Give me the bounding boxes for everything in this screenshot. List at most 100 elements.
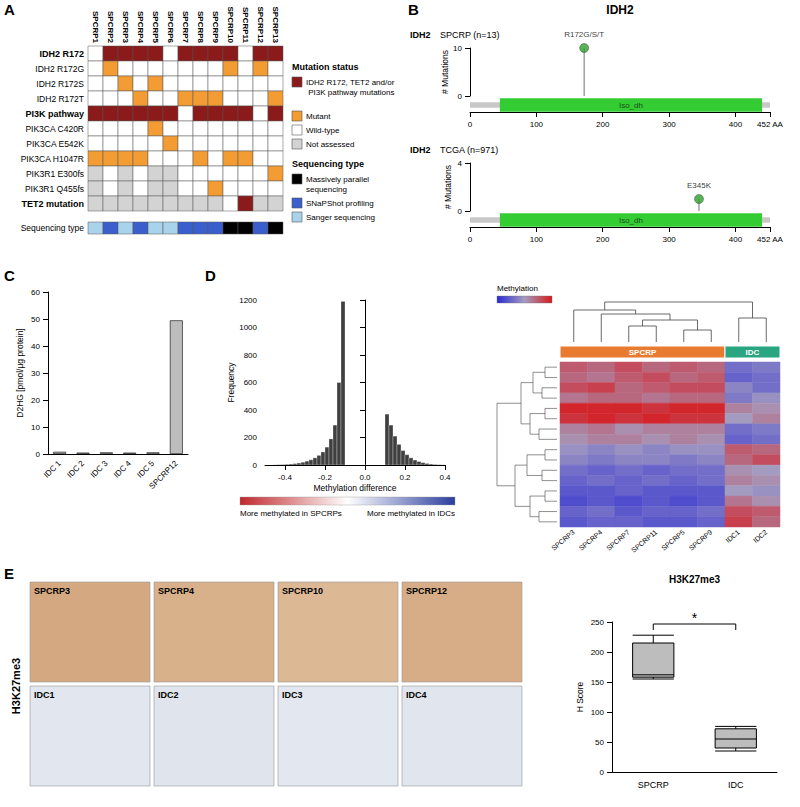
- svg-text:IDC 4: IDC 4: [112, 458, 133, 479]
- svg-text:200: 200: [596, 235, 610, 244]
- svg-text:SPCRP11: SPCRP11: [630, 528, 659, 554]
- svg-text:IDC: IDC: [746, 348, 760, 357]
- svg-text:PI3K pathway mutations: PI3K pathway mutations: [306, 88, 395, 97]
- svg-text:1000: 1000: [239, 323, 257, 332]
- svg-text:100: 100: [530, 120, 544, 129]
- svg-text:SPCRP (n=13): SPCRP (n=13): [440, 30, 500, 40]
- svg-text:SPCRP7: SPCRP7: [605, 528, 631, 551]
- svg-text:50: 50: [595, 738, 604, 747]
- svg-text:-0.4: -0.4: [278, 473, 292, 482]
- svg-text:SPCRP6: SPCRP6: [166, 11, 175, 44]
- svg-text:SPCRP3: SPCRP3: [121, 11, 130, 44]
- svg-text:Massively parallel: Massively parallel: [306, 175, 371, 184]
- svg-text:Methylation: Methylation: [497, 284, 538, 293]
- svg-text:0: 0: [468, 235, 473, 244]
- svg-text:Not assessed: Not assessed: [306, 140, 354, 149]
- svg-text:Sequencing type: Sequencing type: [292, 159, 364, 169]
- svg-text:SPCRP: SPCRP: [629, 348, 657, 357]
- svg-text:0.4: 0.4: [439, 473, 451, 482]
- svg-text:SPCRP1: SPCRP1: [91, 11, 100, 44]
- svg-text:SPCRP4: SPCRP4: [136, 11, 145, 44]
- svg-text:SNaPShot profiling: SNaPShot profiling: [306, 199, 374, 208]
- svg-text:H Score: H Score: [575, 681, 585, 712]
- svg-text:PIK3CA H1047R: PIK3CA H1047R: [21, 154, 84, 164]
- svg-text:Mutant: Mutant: [306, 112, 331, 121]
- svg-text:10: 10: [31, 423, 40, 432]
- svg-text:SPCRP3: SPCRP3: [550, 528, 576, 551]
- svg-text:IDH2 R172T: IDH2 R172T: [37, 94, 84, 104]
- svg-text:SPCRP7: SPCRP7: [181, 11, 190, 44]
- svg-text:H3K27me3: H3K27me3: [10, 658, 22, 714]
- svg-text:-0.2: -0.2: [318, 473, 332, 482]
- svg-text:SPCRP4: SPCRP4: [158, 586, 194, 596]
- svg-text:SPCRP10: SPCRP10: [282, 586, 323, 596]
- svg-text:TET2 mutation: TET2 mutation: [22, 199, 85, 209]
- svg-text:R172G/S/T: R172G/S/T: [564, 30, 604, 39]
- svg-text:sequencing: sequencing: [306, 185, 347, 194]
- svg-text:C: C: [4, 267, 15, 284]
- svg-text:E: E: [4, 565, 14, 582]
- svg-text:A: A: [4, 1, 15, 18]
- svg-text:D: D: [205, 267, 216, 284]
- svg-text:150: 150: [591, 678, 605, 687]
- svg-text:100: 100: [530, 235, 544, 244]
- svg-text:40: 40: [31, 342, 40, 351]
- svg-text:B: B: [408, 1, 419, 18]
- svg-text:IDC 3: IDC 3: [89, 458, 110, 479]
- svg-text:SPCRP12: SPCRP12: [256, 7, 265, 44]
- svg-text:IDH2 R172: IDH2 R172: [39, 49, 84, 59]
- svg-text:0: 0: [458, 92, 463, 101]
- svg-text:250: 250: [591, 618, 605, 627]
- svg-text:0: 0: [600, 768, 605, 777]
- svg-text:60: 60: [31, 288, 40, 297]
- svg-text:IDH2: IDH2: [410, 30, 431, 40]
- svg-text:SPCRP9: SPCRP9: [211, 11, 220, 44]
- svg-text:200: 200: [244, 433, 258, 442]
- svg-text:600: 600: [244, 378, 258, 387]
- svg-text:SPCRP9: SPCRP9: [688, 528, 714, 551]
- svg-text:IDH2 R172S: IDH2 R172S: [36, 79, 84, 89]
- svg-text:E345K: E345K: [687, 181, 712, 190]
- svg-text:1200: 1200: [239, 296, 257, 305]
- svg-text:400: 400: [244, 406, 258, 415]
- svg-text:50: 50: [31, 315, 40, 324]
- svg-text:IDC: IDC: [728, 780, 744, 790]
- svg-text:Iso_dh: Iso_dh: [619, 216, 643, 225]
- svg-text:IDH2: IDH2: [410, 145, 431, 155]
- svg-text:D2HG [pmol/μg protein]: D2HG [pmol/μg protein]: [15, 328, 25, 417]
- svg-text:20: 20: [31, 396, 40, 405]
- svg-text:IDH2: IDH2: [606, 3, 634, 17]
- svg-text:Mutation status: Mutation status: [292, 62, 359, 72]
- svg-text:More methylated in IDCs: More methylated in IDCs: [367, 509, 455, 518]
- svg-text:PIK3CA C420R: PIK3CA C420R: [25, 124, 84, 134]
- svg-text:# Mutations: # Mutations: [443, 165, 453, 209]
- svg-text:4: 4: [458, 159, 463, 168]
- svg-text:IDC4: IDC4: [406, 690, 427, 700]
- svg-text:SPCRP10: SPCRP10: [226, 7, 235, 44]
- svg-text:SPCRP4: SPCRP4: [578, 528, 604, 551]
- svg-text:0.2: 0.2: [399, 473, 411, 482]
- svg-text:IDC 5: IDC 5: [135, 458, 156, 479]
- svg-text:452 AA: 452 AA: [757, 235, 783, 244]
- svg-text:0: 0: [458, 207, 463, 216]
- svg-text:Wild-type: Wild-type: [306, 126, 340, 135]
- svg-text:SPCRP5: SPCRP5: [660, 528, 686, 551]
- svg-text:IDC1: IDC1: [34, 690, 55, 700]
- svg-text:200: 200: [596, 120, 610, 129]
- svg-text:IDC3: IDC3: [282, 690, 303, 700]
- svg-text:0: 0: [253, 461, 258, 470]
- svg-text:0: 0: [468, 120, 473, 129]
- svg-text:Iso_dh: Iso_dh: [619, 101, 643, 110]
- svg-text:*: *: [692, 610, 698, 626]
- svg-text:Methylation difference: Methylation difference: [313, 483, 396, 493]
- svg-text:100: 100: [591, 708, 605, 717]
- svg-text:SPCRP12: SPCRP12: [147, 458, 179, 490]
- svg-text:H3K27me3: H3K27me3: [669, 574, 721, 585]
- svg-text:PIK3CA E542K: PIK3CA E542K: [26, 139, 84, 149]
- svg-text:SPCRP: SPCRP: [638, 780, 669, 790]
- svg-text:More methylated in SPCRPs: More methylated in SPCRPs: [240, 509, 342, 518]
- svg-text:SPCRP5: SPCRP5: [151, 11, 160, 44]
- svg-text:452 AA: 452 AA: [757, 120, 783, 129]
- svg-text:300: 300: [662, 120, 676, 129]
- svg-text:300: 300: [662, 235, 676, 244]
